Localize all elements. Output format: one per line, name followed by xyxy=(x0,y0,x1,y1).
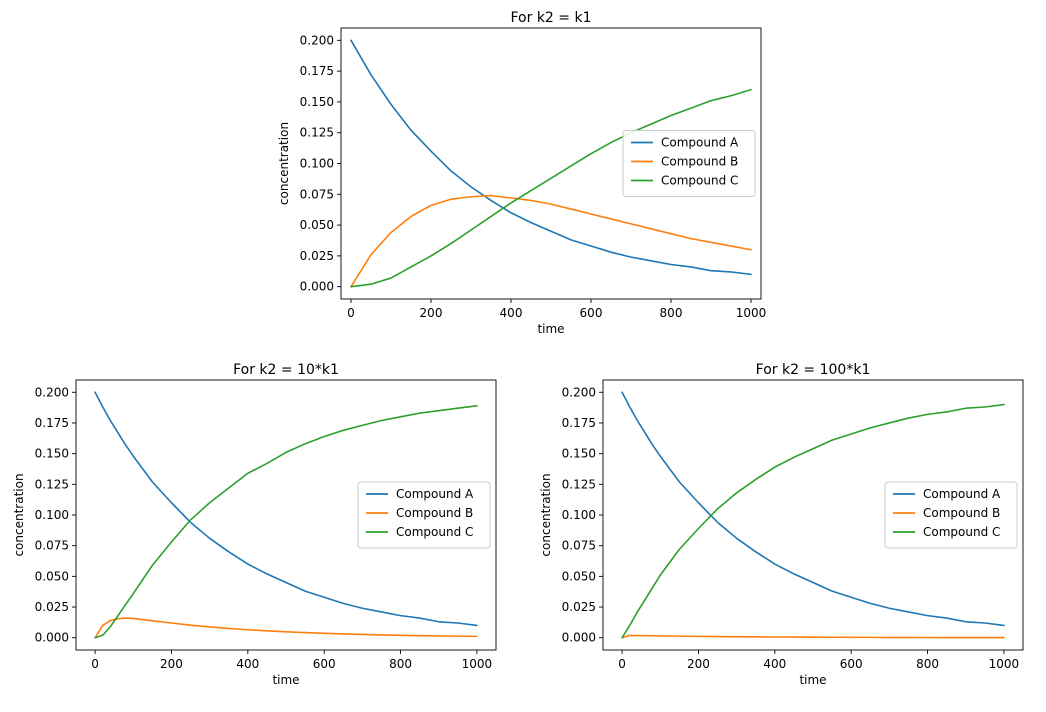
x-axis-label: time xyxy=(272,673,299,687)
y-tick-label: 0.100 xyxy=(562,508,596,522)
y-tick-label: 0.050 xyxy=(35,569,69,583)
x-tick-label: 600 xyxy=(313,657,336,671)
x-tick-label: 600 xyxy=(840,657,863,671)
x-tick-label: 200 xyxy=(687,657,710,671)
y-axis-label: concentration xyxy=(277,122,291,205)
x-tick-label: 1000 xyxy=(989,657,1020,671)
y-tick-label: 0.150 xyxy=(562,447,596,461)
series-line-1 xyxy=(621,391,1005,627)
x-tick-label: 200 xyxy=(160,657,183,671)
legend-label: Compound B xyxy=(923,506,1000,520)
y-tick-label: 0.175 xyxy=(562,416,596,430)
x-axis-label: time xyxy=(799,673,826,687)
legend-box xyxy=(884,481,1018,549)
chart-panel-1: 0 200 400 600 800 1000 0.000 0.025 0.050 0.075 0.1… xyxy=(277,10,766,336)
chart-title: For k2 = k1 xyxy=(511,10,592,26)
x-tick-label: 0 xyxy=(347,306,355,320)
y-tick-label: 0.000 xyxy=(562,631,596,645)
x-tick-label: 1000 xyxy=(462,657,493,671)
x-tick-label: 200 xyxy=(420,306,443,320)
x-tick-label: 800 xyxy=(660,306,683,320)
y-tick-label: 0.050 xyxy=(562,569,596,583)
series-line-1 xyxy=(350,39,752,276)
y-tick-label: 0.175 xyxy=(35,416,69,430)
y-tick-label: 0.100 xyxy=(35,508,69,522)
y-axis-label: concentration xyxy=(539,473,553,556)
y-tick-label: 0.200 xyxy=(300,33,334,47)
chart-title: For k2 = 100*k1 xyxy=(756,362,871,378)
y-tick-label: 0.150 xyxy=(35,447,69,461)
legend-label: Compound A xyxy=(923,487,1001,501)
x-axis-label: time xyxy=(537,322,564,336)
chart-panel-2: 0 200 400 600 800 1000 0.000 0.025 0.050 0.075 0.1… xyxy=(12,362,497,687)
legend-box xyxy=(357,481,491,549)
x-tick-label: 0 xyxy=(91,657,99,671)
legend-label: Compound C xyxy=(923,525,1000,539)
y-tick-label: 0.175 xyxy=(300,64,334,78)
series-line-2 xyxy=(621,634,1005,639)
legend: Compound A Compound B Compound C xyxy=(622,130,756,197)
legend: Compound A Compound B Compound C xyxy=(884,481,1018,549)
y-axis-label: concentration xyxy=(12,473,26,556)
y-tick-label: 0.100 xyxy=(300,157,334,171)
series-line-3 xyxy=(94,404,478,639)
y-tick-label: 0.000 xyxy=(300,280,334,294)
y-tick-label: 0.025 xyxy=(562,600,596,614)
x-tick-label: 0 xyxy=(618,657,626,671)
legend-label: Compound C xyxy=(396,525,473,539)
x-tick-label: 1000 xyxy=(736,306,767,320)
chart-title: For k2 = 10*k1 xyxy=(233,362,339,378)
series-line-3 xyxy=(350,88,752,288)
legend-label: Compound B xyxy=(396,506,473,520)
y-tick-label: 0.200 xyxy=(562,385,596,399)
legend-label: Compound C xyxy=(661,174,738,188)
series-line-2 xyxy=(350,194,752,288)
y-tick-label: 0.025 xyxy=(300,249,334,263)
legend-label: Compound A xyxy=(396,487,474,501)
x-tick-label: 800 xyxy=(389,657,412,671)
y-tick-label: 0.125 xyxy=(300,126,334,140)
x-tick-label: 400 xyxy=(236,657,259,671)
y-tick-label: 0.075 xyxy=(35,539,69,553)
y-tick-label: 0.150 xyxy=(300,95,334,109)
chart-panel-3: 0 200 400 600 800 1000 0.000 0.025 0.050 0.075 0.1… xyxy=(539,362,1024,687)
legend: Compound A Compound B Compound C xyxy=(357,481,491,549)
y-tick-label: 0.125 xyxy=(35,477,69,491)
series-line-1 xyxy=(94,391,478,627)
y-tick-label: 0.075 xyxy=(300,187,334,201)
x-tick-label: 600 xyxy=(580,306,603,320)
series-line-2 xyxy=(94,617,478,639)
y-tick-label: 0.075 xyxy=(562,539,596,553)
legend-box xyxy=(622,130,756,197)
y-tick-label: 0.025 xyxy=(35,600,69,614)
x-tick-label: 400 xyxy=(500,306,523,320)
x-tick-label: 400 xyxy=(763,657,786,671)
y-tick-label: 0.125 xyxy=(562,477,596,491)
y-tick-label: 0.000 xyxy=(35,631,69,645)
y-tick-label: 0.200 xyxy=(35,385,69,399)
x-tick-label: 800 xyxy=(916,657,939,671)
legend-label: Compound B xyxy=(661,155,738,169)
legend-label: Compound A xyxy=(661,136,739,150)
y-tick-label: 0.050 xyxy=(300,218,334,232)
series-line-3 xyxy=(621,403,1005,639)
